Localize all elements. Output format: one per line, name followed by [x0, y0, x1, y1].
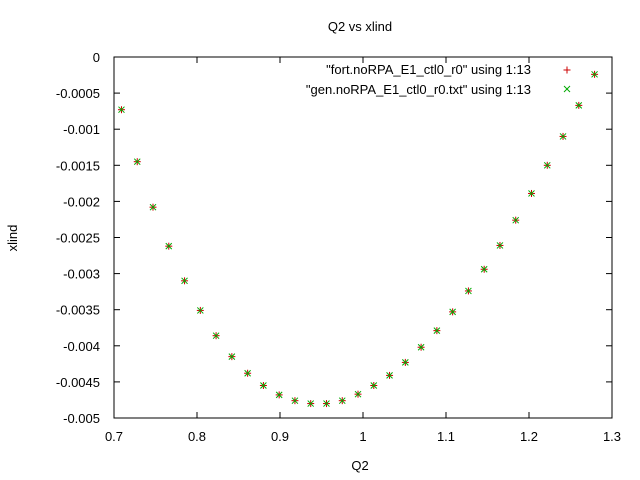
point-series-2: [291, 397, 299, 405]
axis-ticks: 0.7 0.8 0.9 1 1.1 1.2 1.3 0 -0.0005 -0.001 -0.0015…: [56, 50, 621, 444]
point-series-2: [354, 390, 362, 398]
y-tick-label: 0: [93, 50, 100, 65]
point-series-2-b: [338, 397, 346, 405]
y-tick-label: -0.0025: [56, 231, 100, 246]
point-series-2-b: [370, 382, 378, 389]
x-tick-label: 1.2: [520, 429, 538, 444]
point-series-2-b: [559, 133, 567, 140]
point-series-2-b: [133, 158, 141, 166]
point-series-2-b: [512, 216, 520, 224]
point-series-2-b: [118, 106, 125, 114]
y-tick-label: -0.005: [63, 411, 100, 426]
point-series-2-b: [449, 308, 456, 316]
legend-plus-mark: [563, 66, 571, 74]
x-tick-label: 0.9: [271, 429, 289, 444]
x-tick-label: 1.1: [437, 429, 455, 444]
y-axis-label: xlind: [5, 225, 20, 252]
point-series-2-b: [307, 400, 315, 407]
plot-frame: [113, 56, 613, 419]
point-series-2-b: [480, 265, 488, 273]
legend-label-fort: "fort.noRPA_E1_ctl0_r0" using 1:13: [326, 62, 531, 77]
point-series-2-b: [149, 203, 157, 211]
point-series-2: [181, 277, 188, 285]
point-series-2: [559, 133, 567, 140]
point-series-2-b: [401, 359, 409, 366]
point-series-2: [433, 327, 441, 334]
point-series-2: [244, 369, 251, 377]
point-series-2-b: [386, 372, 393, 379]
point-series-2-b: [165, 242, 173, 250]
point-series-2: [118, 106, 125, 114]
point-series-2: [496, 242, 504, 249]
point-series-2: [149, 203, 157, 211]
point-series-2-b: [433, 327, 441, 334]
legend-marker-gen: [563, 85, 571, 93]
point-series-2: [401, 359, 409, 366]
point-series-2-b: [323, 400, 330, 407]
point-series-2-b: [212, 332, 220, 340]
legend-label-gen: "gen.noRPA_E1_ctl0_r0.txt" using 1:13: [306, 82, 531, 97]
point-series-2-b: [244, 369, 251, 377]
chart-title: Q2 vs xlind: [328, 19, 392, 34]
point-series-2-b: [496, 242, 504, 249]
x-tick-label: 0.7: [105, 429, 123, 444]
point-series-2: [338, 397, 346, 405]
y-tick-label: -0.001: [63, 122, 100, 137]
point-series-2-b: [591, 70, 598, 78]
point-series-2: [417, 343, 425, 351]
x-axis-label: Q2: [351, 458, 368, 473]
legend-cross-mark-b: [563, 85, 571, 93]
point-series-2: [228, 353, 236, 360]
point-series-2-b: [528, 190, 535, 197]
point-series-2: [449, 308, 456, 316]
data-points: [117, 70, 599, 408]
point-series-2-b: [260, 382, 267, 389]
point-series-2-b: [417, 343, 425, 351]
x-tick-label: 1: [359, 429, 366, 444]
point-series-2-b: [196, 307, 204, 314]
point-series-2-b: [181, 277, 188, 285]
point-series-2-b: [575, 102, 583, 109]
y-tick-label: -0.003: [63, 267, 100, 282]
y-tick-label: -0.0015: [56, 158, 100, 173]
legend: "fort.noRPA_E1_ctl0_r0" using 1:13 "gen.…: [306, 62, 571, 97]
point-series-2: [528, 190, 535, 197]
point-series-2: [133, 158, 141, 166]
y-tick-label: -0.0005: [56, 86, 100, 101]
y-tick-label: -0.002: [63, 194, 100, 209]
y-tick-label: -0.0035: [56, 303, 100, 318]
point-series-2-b: [228, 353, 236, 360]
point-series-2: [370, 382, 378, 389]
x-tick-label: 1.3: [603, 429, 621, 444]
y-tick-label: -0.004: [63, 339, 100, 354]
legend-cross-mark: [563, 85, 571, 93]
point-series-2: [260, 382, 267, 389]
point-series-2-b: [275, 391, 283, 399]
legend-marker-fort: [563, 66, 571, 74]
point-series-2: [512, 216, 520, 224]
point-series-2-b: [291, 397, 299, 405]
point-series-2: [465, 287, 472, 295]
point-series-2: [386, 372, 393, 379]
point-series-2-b: [354, 390, 362, 398]
point-series-2: [575, 102, 583, 109]
point-series-2: [591, 70, 598, 78]
point-series-2-b: [465, 287, 472, 295]
point-series-2-b: [543, 161, 551, 169]
point-series-2: [543, 161, 551, 169]
point-series-2: [323, 400, 330, 407]
point-series-2: [480, 265, 488, 273]
point-series-2: [165, 242, 173, 250]
y-tick-label: -0.0045: [56, 375, 100, 390]
point-series-2: [307, 400, 315, 407]
point-series-2: [196, 307, 204, 314]
point-series-2: [212, 332, 220, 340]
x-tick-label: 0.8: [188, 429, 206, 444]
point-series-2: [275, 391, 283, 399]
